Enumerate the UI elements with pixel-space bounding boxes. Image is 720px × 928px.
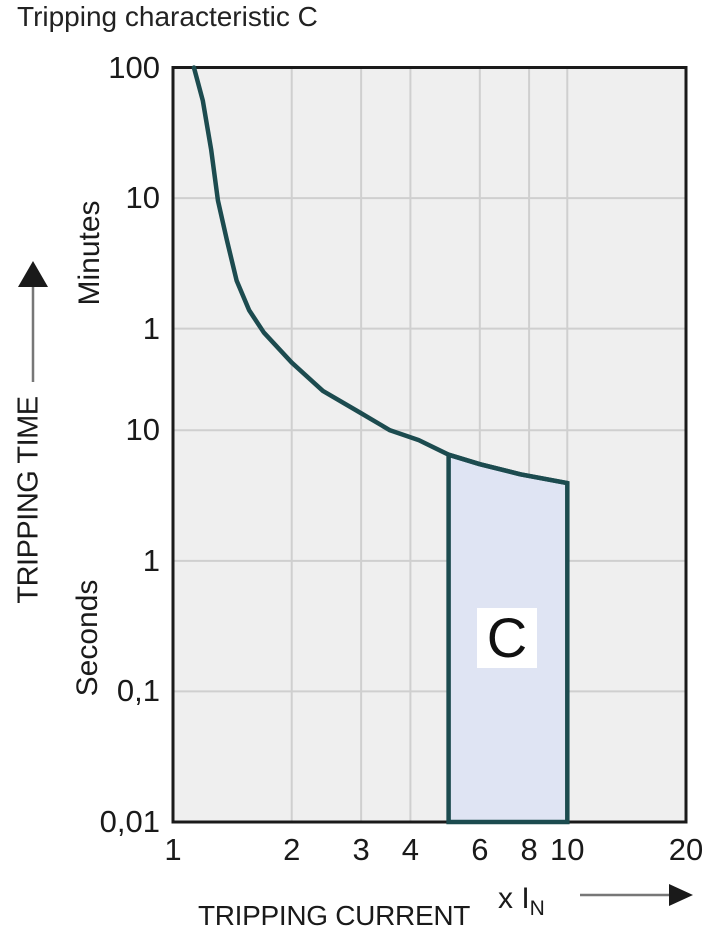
y-axis-arrow-icon [18,261,48,382]
x-tick-label: 3 [352,832,370,867]
x-tick-label: 20 [668,832,704,867]
x-unit-subscript: N [529,897,545,920]
tripping-curve [191,65,570,486]
y-unit-minutes: Minutes [73,200,106,306]
page-title: Tripping characteristic C [17,1,318,32]
x-tick-label: 8 [520,832,538,867]
y-tick-label: 0,01 [99,804,160,839]
region-label: C [486,606,528,669]
x-tick-label: 1 [164,832,182,867]
y-tick-label: 1 [142,542,160,578]
x-tick-label: 2 [283,832,301,867]
x-tick-label: 4 [401,832,420,867]
x-axis-arrow-icon [580,884,693,906]
region-label-box: C [477,608,537,668]
x-tick-label: 10 [550,832,585,867]
y-unit-seconds: Seconds [71,579,104,697]
y-tick-label: 10 [125,180,160,216]
plot-frame [171,66,688,824]
x-unit-main: x I [498,882,530,915]
x-tick-label: 6 [471,832,489,867]
y-tick-label: 10 [125,412,160,448]
y-tick-label: 0,1 [116,673,160,709]
x-axis-title: TRIPPING CURRENT [197,900,471,928]
x-axis-unit: x IN [498,882,545,919]
y-tick-label: 1 [142,310,160,346]
y-tick-label: 100 [108,49,160,85]
y-axis-title: TRIPPING TIME [12,396,45,604]
